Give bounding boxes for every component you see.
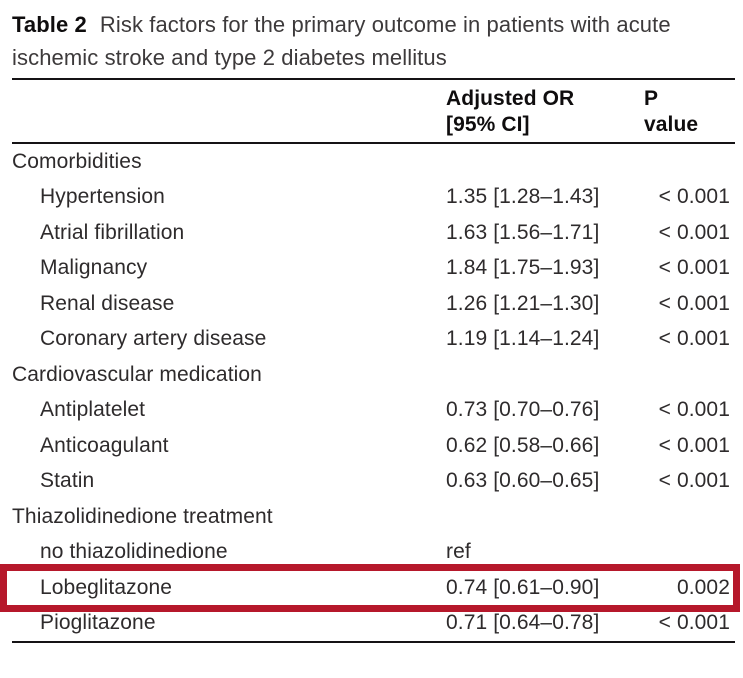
table-row: Antiplatelet 0.73 [0.70–0.76] < 0.001 xyxy=(12,393,735,429)
table-row: Anticoagulant 0.62 [0.58–0.66] < 0.001 xyxy=(12,428,735,464)
p-value-header-line2: value xyxy=(644,113,699,136)
table-row: no thiazolidinedione ref xyxy=(12,535,735,571)
table-row: Thiazolidinedione treatment xyxy=(12,499,735,535)
table-row: Coronary artery disease 1.19 [1.14–1.24]… xyxy=(12,322,735,358)
row-label: Pioglitazone xyxy=(40,611,156,635)
top-rule xyxy=(12,78,735,80)
row-p-value: < 0.001 xyxy=(658,398,730,422)
row-label: Atrial fibrillation xyxy=(40,220,185,244)
bottom-rule xyxy=(12,641,735,643)
row-label: Coronary artery disease xyxy=(40,327,267,351)
table-caption: Table 2 Risk factors for the primary outc… xyxy=(12,8,718,74)
row-or-value: 1.63 [1.56–1.71] xyxy=(446,220,600,244)
adjusted-or-header-line1: Adjusted OR xyxy=(446,87,575,110)
row-p-value: < 0.001 xyxy=(658,220,730,244)
column-header-adjusted-or: Adjusted OR [95% CI] xyxy=(446,86,644,138)
row-p-value: < 0.001 xyxy=(658,256,730,280)
table-row: Renal disease 1.26 [1.21–1.30] < 0.001 xyxy=(12,286,735,322)
row-or-value: 0.71 [0.64–0.78] xyxy=(446,611,600,635)
table-row: Statin 0.63 [0.60–0.65] < 0.001 xyxy=(12,464,735,500)
row-p-value: < 0.001 xyxy=(658,611,730,635)
row-or-value: 1.19 [1.14–1.24] xyxy=(446,327,600,351)
row-label: Antiplatelet xyxy=(40,398,146,422)
column-header-p-value: P value xyxy=(644,86,735,138)
table-row: Cardiovascular medication xyxy=(12,357,735,393)
table-row: Atrial fibrillation 1.63 [1.56–1.71] < 0… xyxy=(12,215,735,251)
row-label: no thiazolidinedione xyxy=(40,540,228,564)
row-or-value: 0.74 [0.61–0.90] xyxy=(446,575,600,599)
table-body: Comorbidities Hypertension 1.35 [1.28–1.… xyxy=(0,144,740,642)
column-header-empty xyxy=(12,86,446,138)
row-or-value: 0.63 [0.60–0.65] xyxy=(446,469,600,493)
row-or-value: ref xyxy=(446,540,471,564)
row-or-value: 1.84 [1.75–1.93] xyxy=(446,256,600,280)
table-number: Table 2 xyxy=(12,12,87,37)
row-label: Thiazolidinedione treatment xyxy=(12,504,273,528)
row-p-value: < 0.001 xyxy=(658,327,730,351)
row-label: Hypertension xyxy=(40,185,165,209)
row-p-value: < 0.001 xyxy=(658,469,730,493)
adjusted-or-header-line2: [95% CI] xyxy=(446,113,530,136)
row-or-value: 0.62 [0.58–0.66] xyxy=(446,433,600,457)
row-label: Cardiovascular medication xyxy=(12,362,262,386)
row-label: Anticoagulant xyxy=(40,433,169,457)
table-row: Pioglitazone 0.71 [0.64–0.78] < 0.001 xyxy=(12,606,735,642)
table-title-text: Risk factors for the primary outcome in … xyxy=(12,12,671,70)
table-row: Malignancy 1.84 [1.75–1.93] < 0.001 xyxy=(12,251,735,287)
table-row: Hypertension 1.35 [1.28–1.43] < 0.001 xyxy=(12,180,735,216)
row-or-value: 0.73 [0.70–0.76] xyxy=(446,398,600,422)
row-or-value: 1.35 [1.28–1.43] xyxy=(446,185,600,209)
table-row: Comorbidities xyxy=(12,144,735,180)
p-value-header-line1: P xyxy=(644,87,659,110)
row-label: Malignancy xyxy=(40,256,148,280)
row-label: Comorbidities xyxy=(12,149,142,173)
row-p-value: < 0.001 xyxy=(658,291,730,315)
row-label: Lobeglitazone xyxy=(40,575,173,599)
header-rule xyxy=(12,142,735,144)
row-p-value: 0.002 xyxy=(676,575,730,599)
table-row: Lobeglitazone 0.74 [0.61–0.90] 0.002 xyxy=(0,563,740,612)
row-label: Statin xyxy=(40,469,95,493)
row-or-value: 1.26 [1.21–1.30] xyxy=(446,291,600,315)
row-p-value: < 0.001 xyxy=(658,433,730,457)
row-p-value: < 0.001 xyxy=(658,185,730,209)
row-label: Renal disease xyxy=(40,291,175,315)
table-header-row: Adjusted OR [95% CI] P value xyxy=(12,80,735,142)
